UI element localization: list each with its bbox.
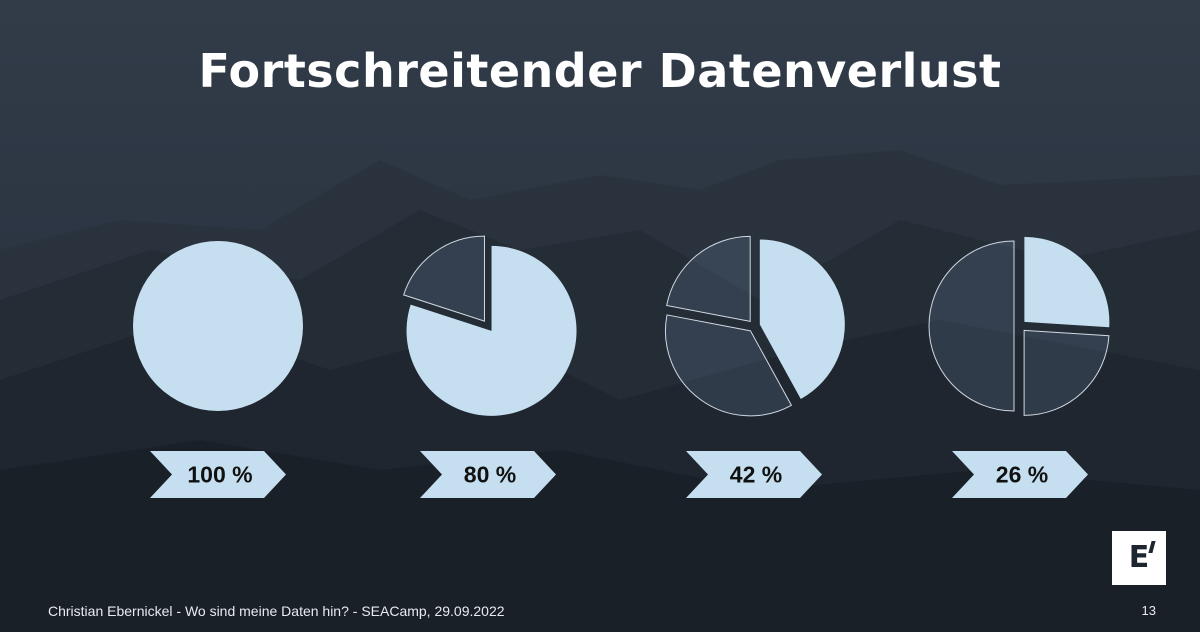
percent-label-arrow-3 (686, 451, 822, 498)
slide-footer: Christian Ebernickel - Wo sind meine Dat… (48, 603, 505, 619)
lost-data-slice-2-2 (403, 235, 485, 322)
percent-label-3: 42 % (730, 462, 782, 488)
pie-chart-3 (664, 235, 845, 417)
percent-label-arrow-4 (952, 451, 1088, 498)
pie-chart-1 (133, 241, 303, 411)
percent-label-2: 80 % (464, 462, 516, 488)
pie-chart-2 (403, 235, 577, 416)
lost-data-slice-4-2 (1023, 329, 1110, 416)
percent-label-1: 100 % (187, 462, 252, 488)
brand-logo: E (1112, 531, 1166, 585)
logo-letter: E (1128, 540, 1150, 575)
lost-data-slice-3-3 (666, 235, 751, 322)
percent-label-arrow-1 (150, 451, 286, 498)
lost-data-slice-4-3 (928, 240, 1015, 412)
remaining-data-slice-1-1 (133, 241, 303, 411)
percent-label-arrow-2 (420, 451, 556, 498)
remaining-data-slice-2-1 (406, 245, 577, 416)
pie-chart-4 (928, 236, 1110, 416)
lost-data-slice-3-2 (664, 314, 793, 417)
remaining-data-slice-4-1 (1024, 236, 1110, 328)
slide-title: Fortschreitender Datenverlust (198, 44, 1002, 98)
percent-label-4: 26 % (996, 462, 1048, 488)
remaining-data-slice-3-1 (759, 239, 845, 399)
page-number: 13 (1141, 603, 1156, 618)
